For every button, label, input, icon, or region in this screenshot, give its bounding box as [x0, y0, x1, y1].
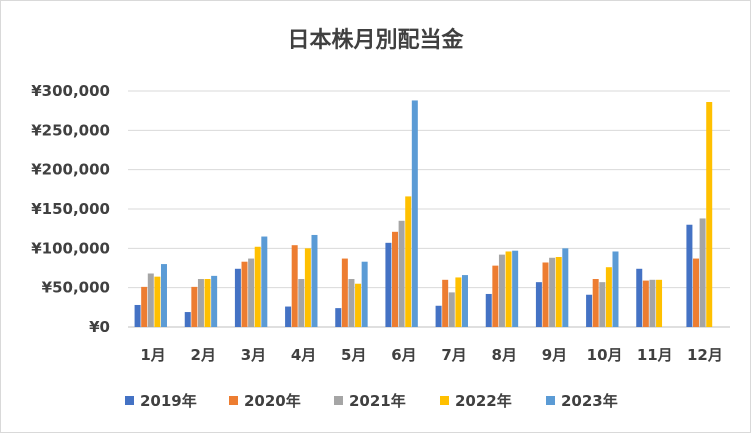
- bar-1-7: [435, 305, 442, 327]
- x-tick-label: 11月: [637, 346, 673, 364]
- bar-3-10: [599, 282, 606, 327]
- bar-4-3: [254, 246, 261, 327]
- bar-1-5: [335, 308, 342, 327]
- y-axis-ticks: ¥0 ¥50,000 ¥100,000 ¥150,000 ¥200,000 ¥250,00…: [31, 82, 110, 336]
- bar-3-2: [197, 279, 204, 327]
- bar-2-4: [291, 245, 298, 327]
- bar-3-7: [448, 292, 455, 327]
- bar-4-5: [355, 283, 362, 327]
- bar-5-1: [160, 264, 167, 327]
- bar-4-8: [505, 251, 512, 327]
- bar-4-2: [204, 279, 211, 327]
- y-tick-label: ¥100,000: [31, 239, 110, 257]
- bar-5-6: [411, 100, 418, 327]
- bar-2-5: [341, 258, 348, 327]
- y-tick-label: ¥150,000: [31, 200, 110, 218]
- bar-2-1: [141, 286, 148, 327]
- bar-1-9: [535, 282, 542, 327]
- bar-1-10: [586, 294, 593, 327]
- bar-3-5: [348, 279, 355, 327]
- bar-3-8: [498, 254, 505, 327]
- gridlines: [128, 90, 730, 328]
- bar-2-10: [592, 279, 599, 327]
- bar-5-9: [562, 248, 569, 327]
- bar-5-5: [361, 261, 368, 327]
- bar-1-6: [385, 242, 392, 327]
- chart-title: 日本株月別配当金: [287, 28, 464, 53]
- bar-3-9: [549, 257, 556, 327]
- bar-3-11: [649, 279, 656, 327]
- legend-label: 2020年: [244, 392, 301, 410]
- bar-1-11: [636, 268, 643, 327]
- bar-3-12: [699, 218, 706, 327]
- bar-4-9: [555, 256, 562, 327]
- legend-swatch: [229, 396, 238, 405]
- bar-2-6: [392, 231, 399, 327]
- legend-label: 2021年: [349, 392, 406, 410]
- bar-5-10: [612, 251, 619, 327]
- legend-swatch: [334, 396, 343, 405]
- y-tick-label: ¥250,000: [31, 121, 110, 139]
- bar-4-12: [706, 102, 713, 327]
- bar-5-7: [461, 275, 468, 327]
- bar-2-2: [191, 286, 198, 327]
- bar-4-10: [605, 267, 612, 327]
- bar-4-11: [656, 279, 663, 327]
- legend-swatch: [440, 396, 449, 405]
- bar-4-4: [304, 248, 311, 327]
- x-tick-label: 7月: [441, 346, 466, 364]
- y-tick-label: ¥0: [89, 318, 110, 336]
- x-tick-label: 2月: [191, 346, 216, 364]
- bar-2-7: [442, 279, 449, 327]
- bar-5-8: [512, 250, 519, 327]
- bar-1-2: [184, 312, 191, 327]
- x-axis-ticks: 1月 2月 3月 4月 5月 6月 7月 8月 9月 10月 11月 12月: [140, 346, 722, 364]
- bar-5-3: [261, 236, 268, 327]
- bar-1-3: [234, 268, 241, 327]
- legend-label: 2023年: [561, 392, 618, 410]
- bars: [134, 100, 713, 327]
- legend-swatch: [546, 396, 555, 405]
- bar-3-3: [248, 258, 255, 327]
- bar-2-12: [693, 258, 700, 327]
- bar-1-8: [485, 293, 492, 327]
- x-tick-label: 4月: [291, 346, 316, 364]
- bar-2-9: [542, 262, 549, 327]
- legend: 2019年 2020年 2021年 2022年 2023年: [125, 392, 618, 410]
- bar-2-8: [492, 265, 499, 327]
- bar-4-7: [455, 277, 462, 327]
- bar-5-2: [211, 275, 218, 327]
- bar-3-1: [147, 273, 154, 327]
- bar-1-1: [134, 304, 141, 327]
- x-tick-label: 1月: [140, 346, 165, 364]
- bar-3-6: [398, 220, 405, 327]
- y-tick-label: ¥300,000: [31, 82, 110, 100]
- x-tick-label: 3月: [241, 346, 266, 364]
- legend-label: 2019年: [140, 392, 197, 410]
- x-tick-label: 8月: [492, 346, 517, 364]
- legend-swatch: [125, 396, 134, 405]
- y-tick-label: ¥50,000: [42, 279, 110, 297]
- bar-5-4: [311, 234, 318, 327]
- y-tick-label: ¥200,000: [31, 161, 110, 179]
- x-tick-label: 12月: [687, 346, 723, 364]
- x-tick-label: 5月: [341, 346, 366, 364]
- bar-2-11: [642, 280, 649, 327]
- bar-4-6: [405, 196, 412, 327]
- bar-4-1: [154, 276, 161, 327]
- x-tick-label: 9月: [542, 346, 567, 364]
- x-tick-label: 10月: [587, 346, 623, 364]
- bar-2-3: [241, 261, 248, 327]
- legend-label: 2022年: [455, 392, 512, 410]
- bar-1-12: [686, 224, 693, 327]
- x-tick-label: 6月: [391, 346, 416, 364]
- bar-3-4: [298, 279, 305, 327]
- bar-1-4: [285, 306, 292, 327]
